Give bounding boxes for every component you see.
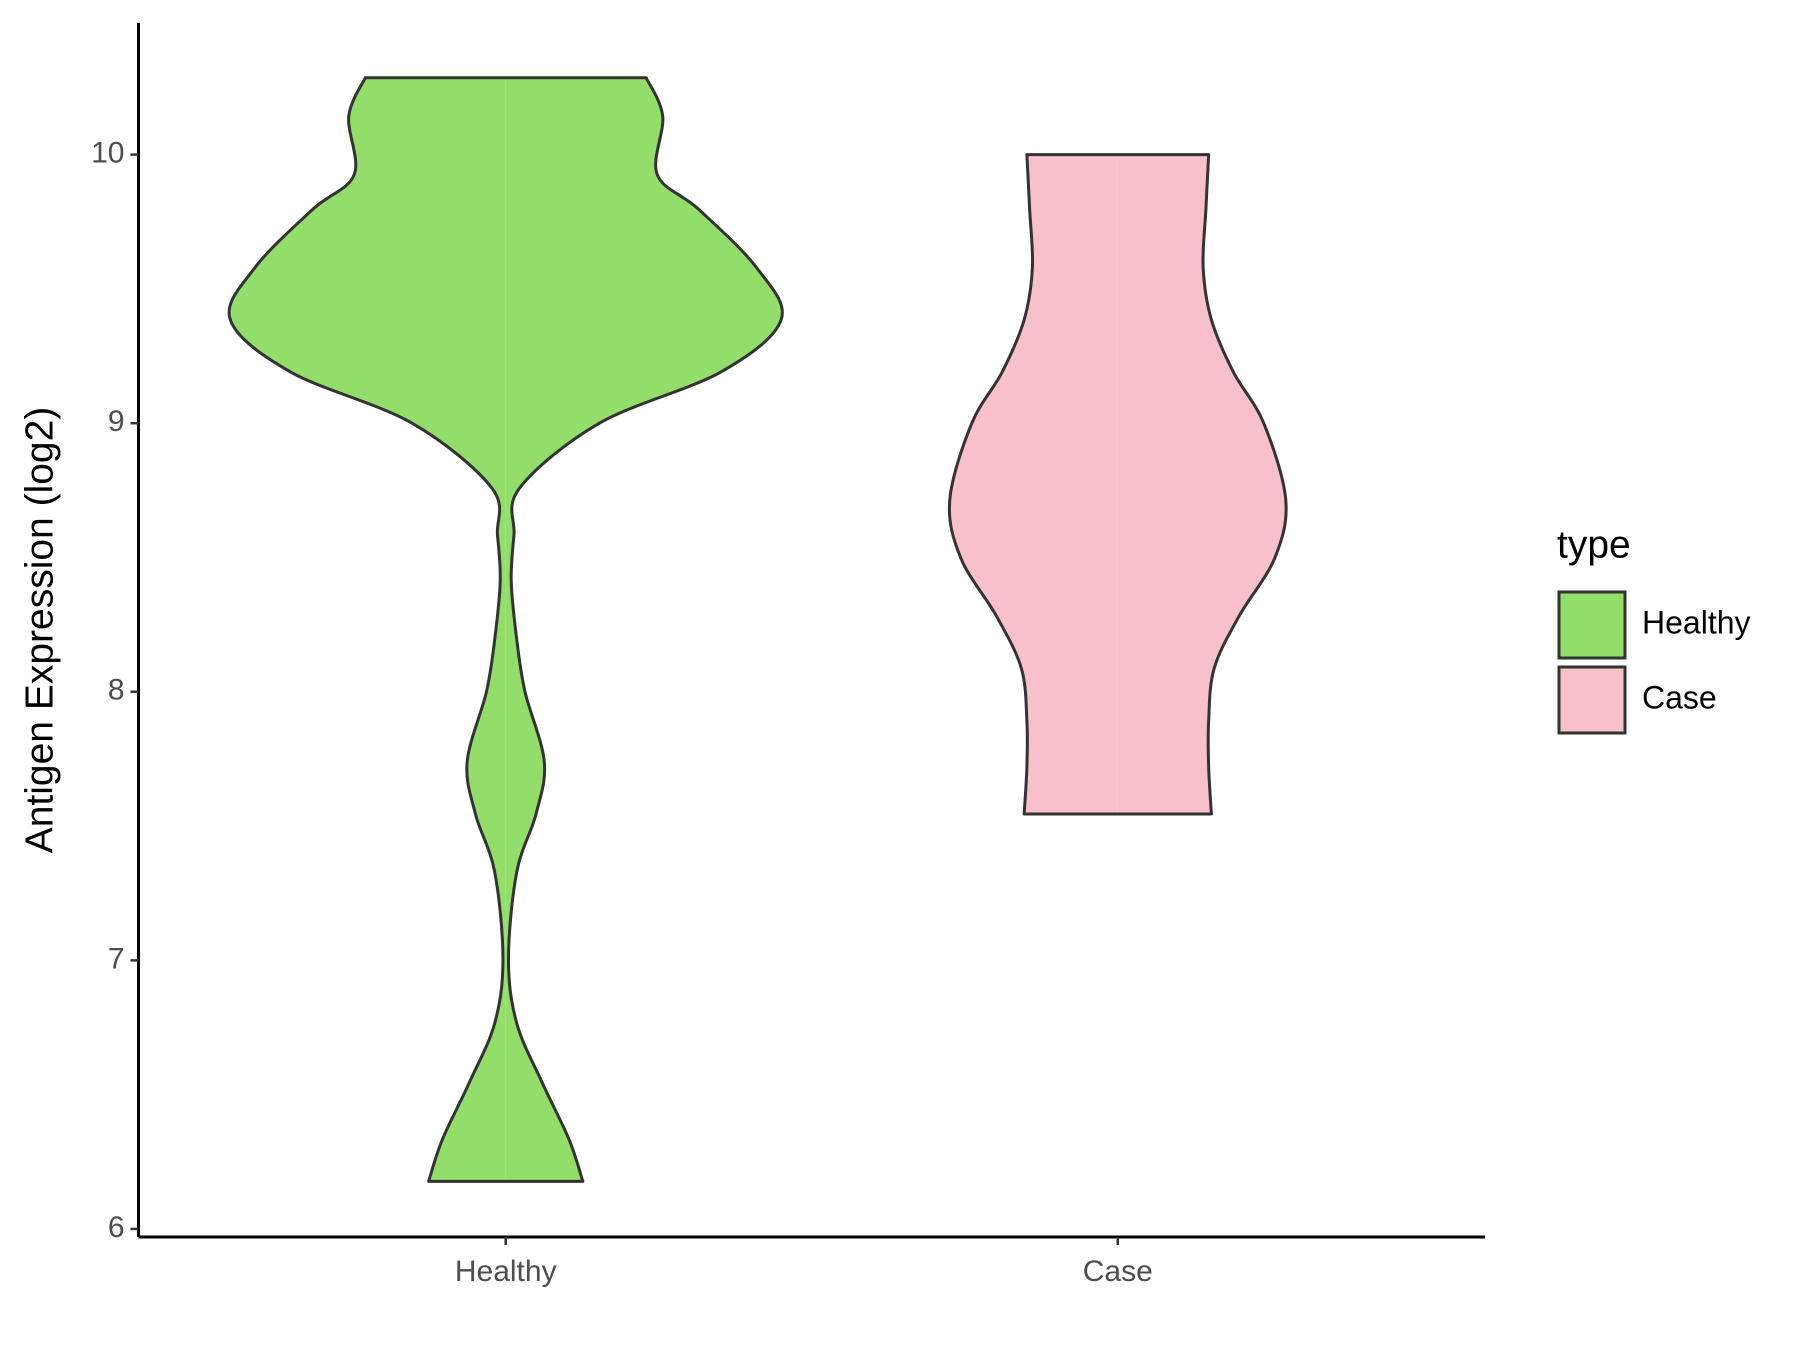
violin-outline <box>947 154 1035 815</box>
violin-outline <box>227 77 505 1182</box>
violin-outline <box>506 77 784 1182</box>
x-tick-label: Healthy <box>455 1255 557 1288</box>
legend-key <box>1557 665 1627 735</box>
legend-label: Healthy <box>1642 604 1751 640</box>
legend-title: type <box>1557 523 1631 566</box>
y-tick-label: 8 <box>108 674 125 707</box>
y-tick-label: 6 <box>108 1211 125 1244</box>
violin-fill <box>505 77 783 1182</box>
y-tick-label: 9 <box>108 405 125 438</box>
violin-outline <box>1201 154 1288 815</box>
legend-key <box>1557 590 1627 660</box>
violin-fill <box>1117 154 1287 814</box>
violin-fill <box>949 154 1118 814</box>
y-tick-label: 7 <box>108 942 125 975</box>
violin-fill <box>229 77 506 1182</box>
legend-label: Case <box>1642 679 1717 715</box>
y-axis-title: Antigen Expression (log2) <box>18 407 61 854</box>
x-tick-label: Case <box>1083 1255 1153 1288</box>
y-tick-label: 10 <box>91 137 124 170</box>
